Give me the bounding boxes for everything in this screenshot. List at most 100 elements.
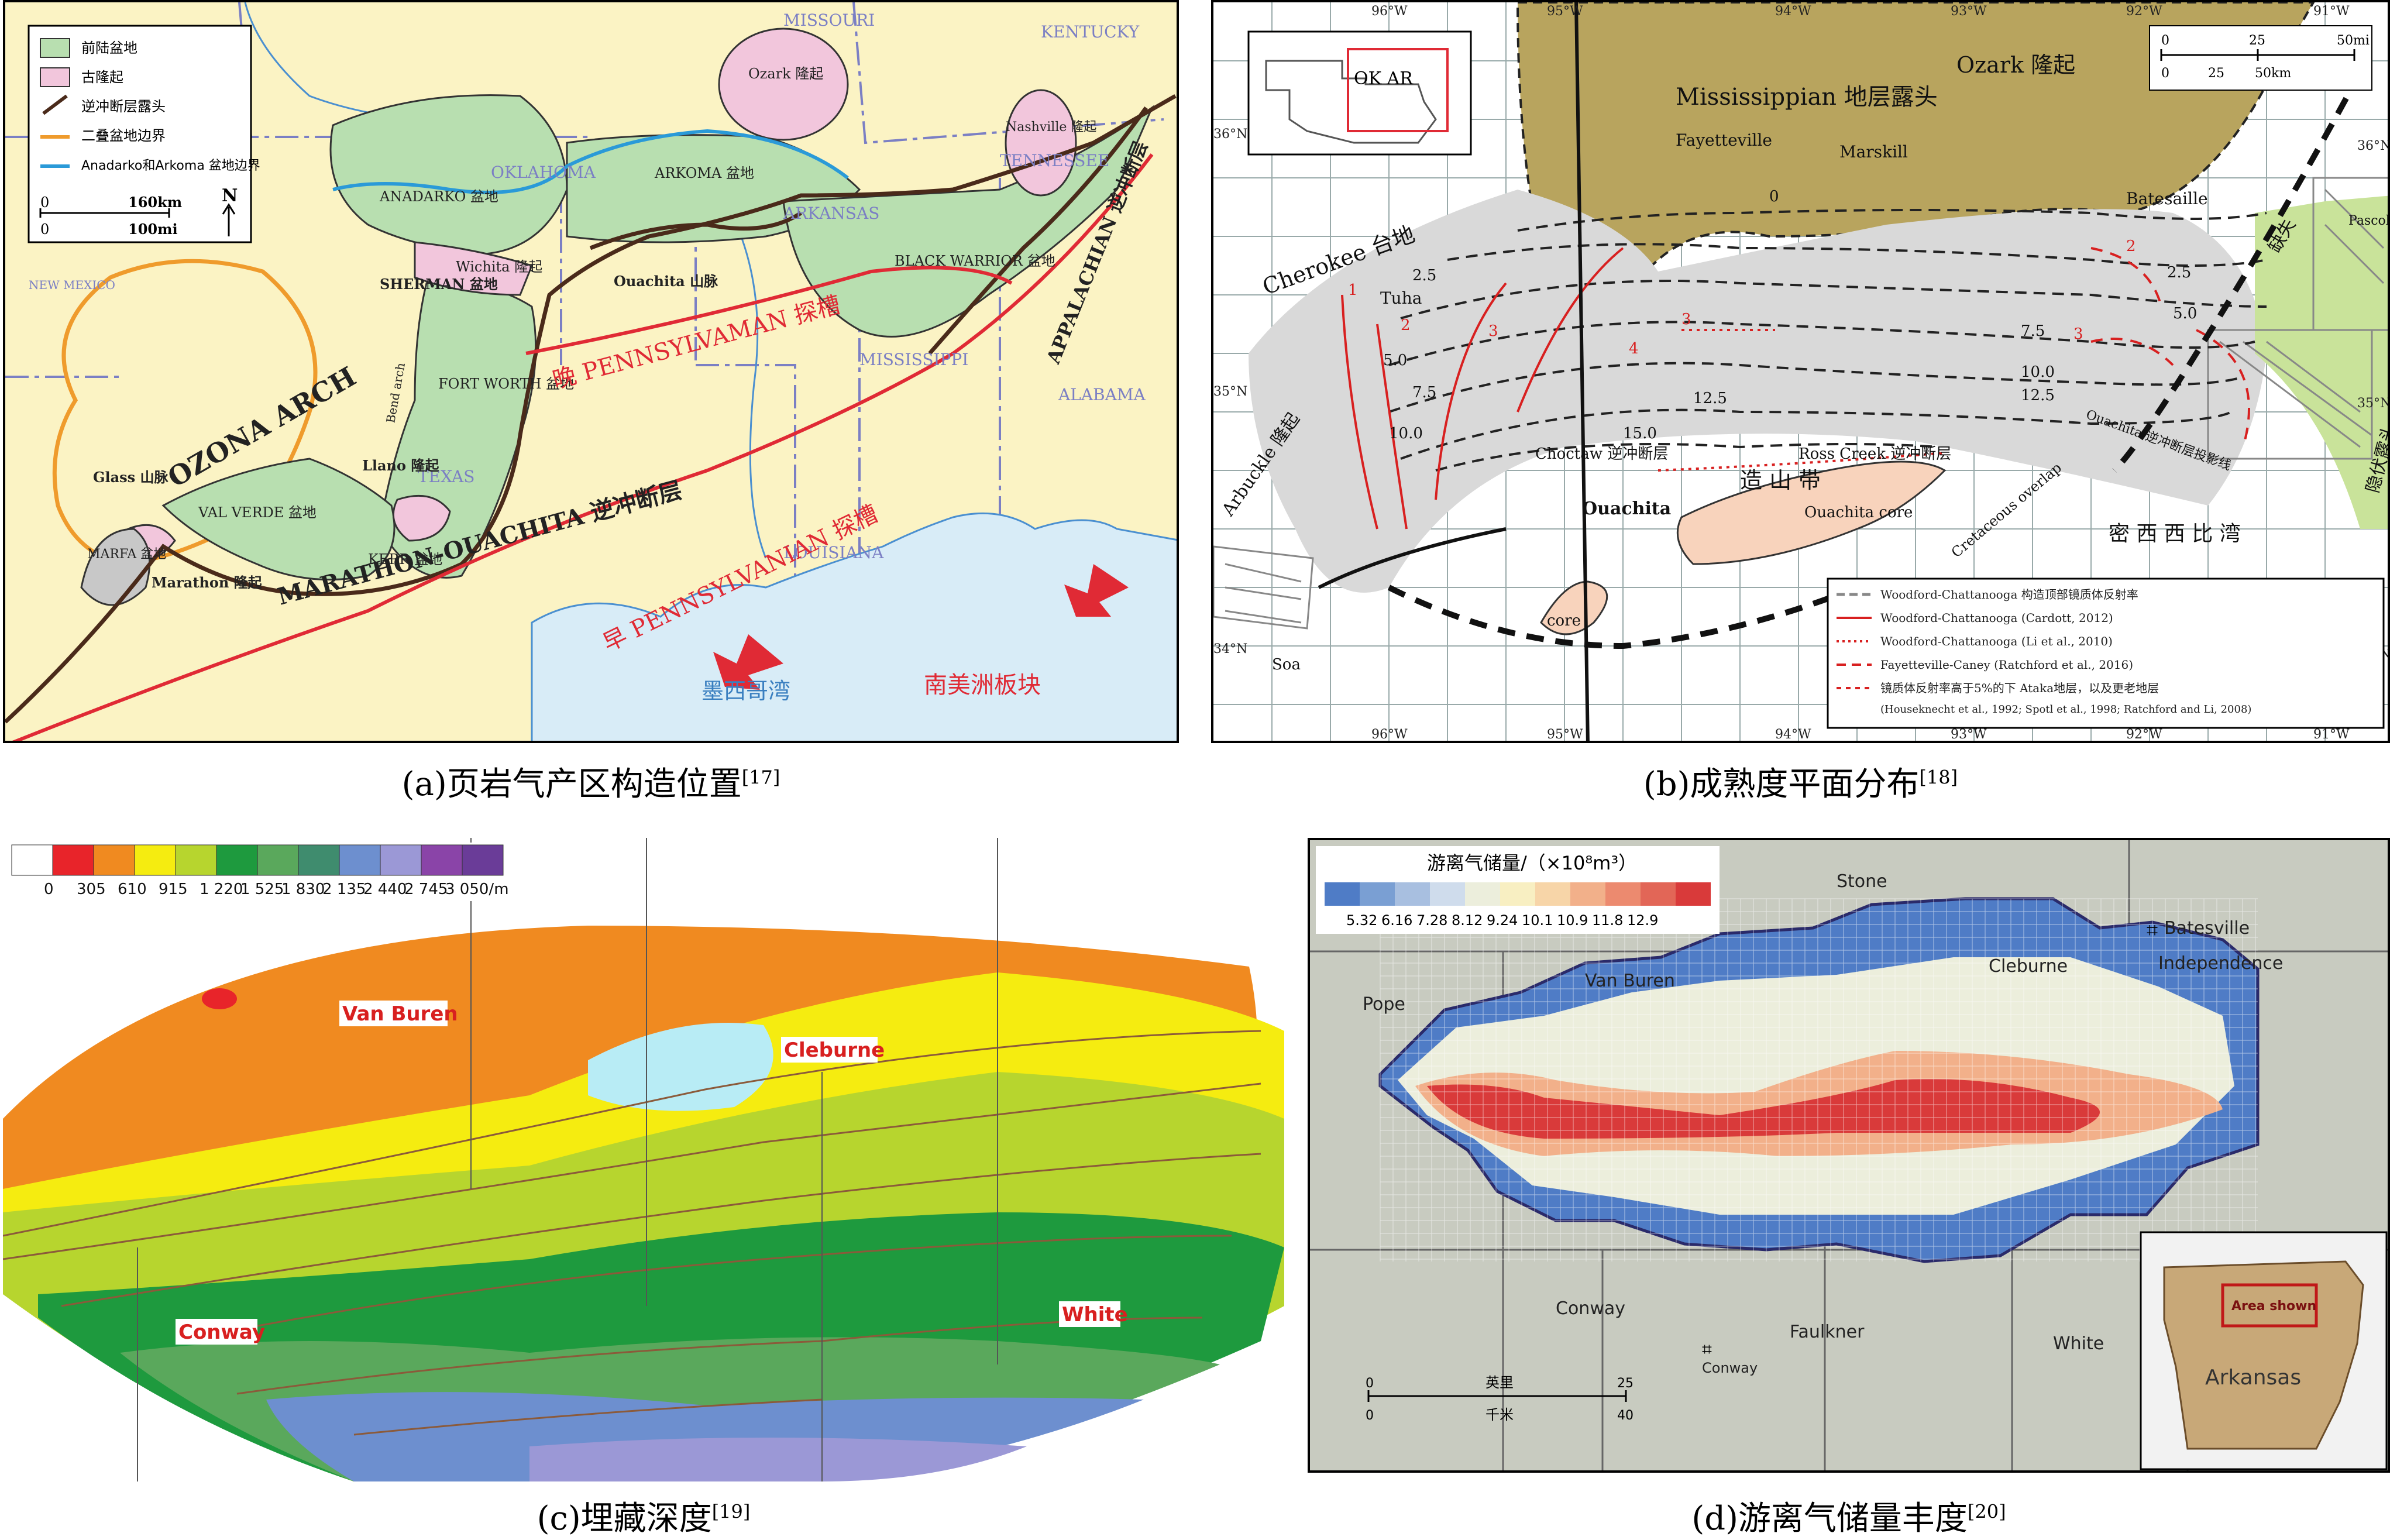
- caption-c: (c)埋藏深度[19]: [537, 1500, 751, 1538]
- state-missouri: MISSOURI: [783, 11, 875, 30]
- north-arrow: N: [222, 185, 238, 206]
- svg-text:50mi: 50mi: [2337, 33, 2370, 48]
- depth-tick-label: 2 440: [363, 881, 407, 898]
- reserve-tick-label: 10.1: [1522, 912, 1553, 929]
- reserve-legend-swatches: [1325, 882, 1711, 906]
- state-oklahoma: OKLAHOMA: [491, 163, 596, 182]
- svg-text:1: 1: [1348, 281, 1358, 299]
- label-val-verde: VAL VERDE 盆地: [198, 504, 317, 521]
- label-white-d: White: [2053, 1333, 2104, 1354]
- legend-swatch-uplift: [40, 67, 70, 87]
- scale-zero-km: 0: [40, 194, 49, 211]
- label-stone: Stone: [1837, 871, 1887, 892]
- label-marskill: Marskill: [1839, 142, 1908, 161]
- label-independence: Independence: [2158, 953, 2283, 974]
- caption-a: (a)页岩气产区构造位置[17]: [401, 765, 780, 803]
- label-belt: 造 山 带: [1740, 468, 1821, 493]
- grid-cells: [1380, 898, 2258, 1261]
- panel-d-svg: 游离气储量/（×10⁸m³） 5.32 6.16 7.28 8.12 9.24 10.1 1…: [1310, 840, 2388, 1470]
- thrust-faults: [5, 94, 1177, 724]
- ouachita-core: [1676, 460, 1947, 565]
- svg-text:3: 3: [2073, 325, 2083, 343]
- depth-swatch: [462, 844, 504, 876]
- state-tennessee: TENNESSEE: [1000, 151, 1109, 170]
- legend-foreland: 前陆盆地: [81, 40, 137, 56]
- feature-labels: Ozark 隆起 Nashville 隆起 ANADARKO 盆地 ARKOMA…: [87, 66, 1096, 591]
- svg-text:3: 3: [1488, 322, 1498, 340]
- depth-tick-label: 2 745: [404, 881, 448, 898]
- label-pascola: Pascola arch: [2348, 214, 2390, 228]
- reserve-tick-label: 6.16: [1381, 912, 1412, 929]
- label-fayetteville: Fayetteville: [1676, 130, 1772, 150]
- inset-area-box: [2221, 1283, 2318, 1328]
- state-louisiana: LOUISIANA: [783, 543, 884, 562]
- svg-text:93°W: 93°W: [1951, 4, 1987, 19]
- svg-text:96°W: 96°W: [1371, 727, 1408, 742]
- scale-d: 英里 千米 0 25 0 40: [1366, 1374, 1634, 1423]
- depth-tick-label: 2 135: [322, 881, 366, 898]
- label-ozark: Ozark 隆起: [748, 66, 823, 82]
- legend-boundary: Anadarko和Arkoma 盆地边界: [81, 159, 260, 173]
- reserve-tick-label: 12.9: [1627, 912, 1658, 929]
- gray-zone: [1249, 190, 2267, 593]
- svg-text:7.5: 7.5: [2021, 322, 2045, 340]
- inset-extent: [1347, 48, 1449, 132]
- hatch-zones: [1213, 177, 2388, 630]
- reserve-tick-label: 10.9: [1557, 912, 1588, 929]
- county-labels-c: Van Buren Cleburne Conway White: [176, 1001, 1128, 1345]
- reserve-tick-label: 11.8: [1592, 912, 1623, 929]
- panel-b-maturity-map: OK AR 0 25 50mi 0 25 50km 96°W 95°W 94°W…: [1211, 0, 2390, 743]
- reserve-swatch: [1325, 882, 1360, 906]
- label-gulf: 墨西哥湾: [701, 678, 790, 704]
- svg-text:15.0: 15.0: [1623, 425, 1657, 442]
- depth-tick-label: 915: [159, 881, 188, 898]
- label-mississippi-bay: 密 西 西 比 湾: [2109, 522, 2241, 546]
- svg-text:35°N: 35°N: [1213, 384, 1247, 399]
- label-conway-d: Conway: [1556, 1298, 1625, 1319]
- zone-peak: [1427, 1079, 2100, 1139]
- caption-b: (b)成熟度平面分布[18]: [1643, 765, 1958, 803]
- label-cretaceous: Cretaceous overlap: [1948, 459, 2065, 561]
- inset-box: [1247, 30, 1472, 156]
- label-ouachita: Ouachita 山脉: [614, 273, 718, 290]
- legend-title-d: 游离气储量/（×10⁸m³）: [1427, 852, 1637, 874]
- svg-text:0: 0: [2161, 33, 2169, 48]
- svg-text:7.5: 7.5: [1412, 384, 1436, 401]
- depth-legend: [9, 843, 518, 901]
- panel-d-gas-reserve-map: 游离气储量/（×10⁸m³） 5.32 6.16 7.28 8.12 9.24 10.1 1…: [1308, 838, 2390, 1473]
- depth-tick-label: 3 050/m: [445, 881, 509, 898]
- depth-tick-label: 1 830: [281, 881, 325, 898]
- scale-mi: 100mi: [128, 221, 178, 238]
- panel-c-depth-map: 0 305 610 915 1 220 1 525 1 830 2 135 2 440 2 745…: [3, 838, 1284, 1481]
- depth-tick-label: 305: [77, 881, 106, 898]
- city-icon-batesville: ⌗: [2147, 919, 2158, 942]
- depth-swatch: [380, 844, 422, 876]
- reserve-swatch: [1570, 882, 1605, 906]
- state-arkansas: ARKANSAS: [783, 204, 879, 223]
- svg-text:95°W: 95°W: [1547, 727, 1583, 742]
- north-arrow-icon: [222, 203, 236, 236]
- reserve-swatch: [1395, 882, 1430, 906]
- svg-text:93°W: 93°W: [1951, 727, 1987, 742]
- svg-text:0: 0: [1769, 188, 1779, 205]
- svg-text:50km: 50km: [2255, 66, 2291, 81]
- label-ouachita-core: Ouachita core: [1804, 504, 1913, 521]
- label-choctaw: Choctaw 逆冲断层: [1535, 445, 1668, 463]
- label-sherman: SHERMAN 盆地: [380, 276, 498, 293]
- depth-swatch: [298, 844, 340, 876]
- foreland-basins: [161, 94, 1154, 581]
- svg-text:3: 3: [1681, 311, 1691, 328]
- marfa-basin: [80, 528, 151, 606]
- anadarko-arkoma-boundary: [332, 129, 849, 194]
- label-white-c: White: [1062, 1303, 1128, 1326]
- svg-text:40: 40: [1617, 1408, 1634, 1423]
- fault-lines: [3, 1030, 1261, 1436]
- svg-text:2.5: 2.5: [1412, 267, 1436, 284]
- depth-zone-lavender: [529, 1438, 1027, 1481]
- label-conway-c: Conway: [178, 1321, 265, 1344]
- svg-text:94°W: 94°W: [1775, 727, 1811, 742]
- grid-cell-lines: [1380, 898, 2258, 1261]
- svg-text:95°W: 95°W: [1547, 4, 1583, 19]
